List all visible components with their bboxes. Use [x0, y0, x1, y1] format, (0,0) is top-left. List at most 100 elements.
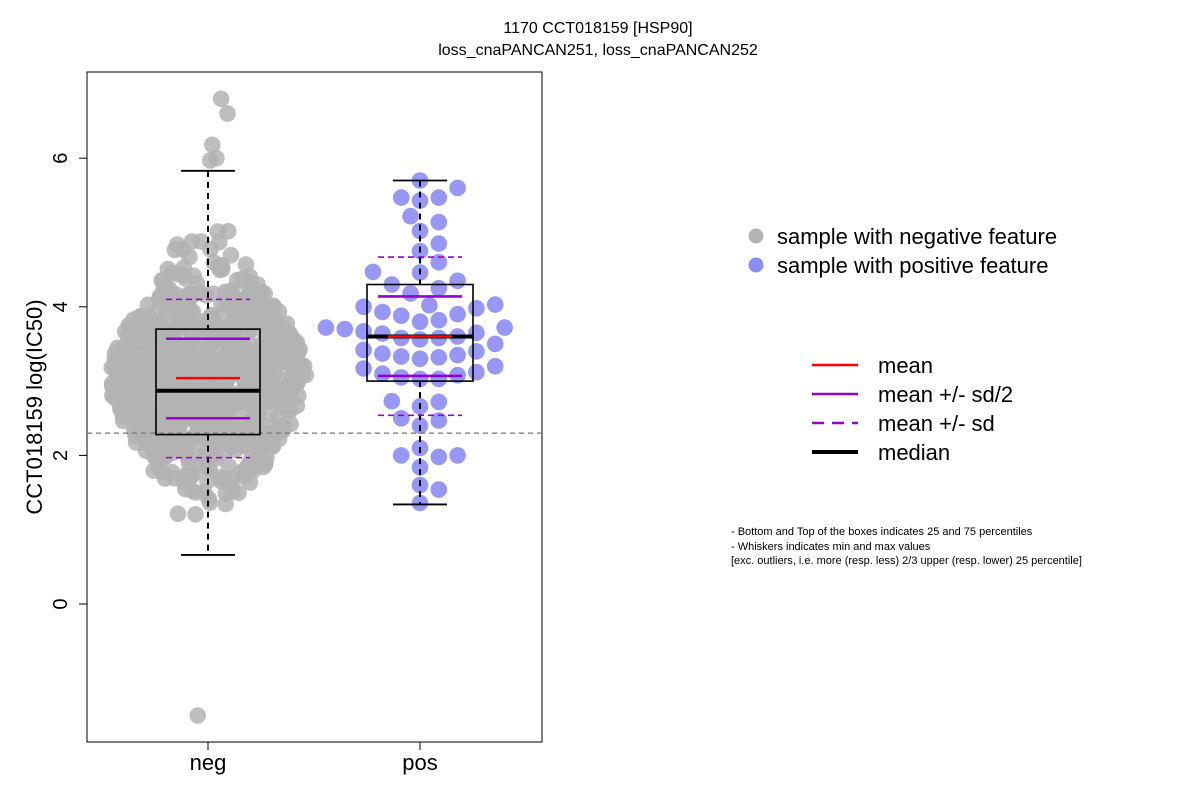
data-point-pos — [430, 448, 448, 466]
data-point-neg — [240, 287, 257, 305]
data-point-neg — [243, 311, 261, 329]
data-point-neg — [187, 506, 204, 523]
data-point-neg — [217, 442, 234, 460]
data-point-neg — [245, 462, 262, 479]
data-point-pos — [355, 360, 372, 377]
data-point-pos — [355, 341, 372, 359]
plot-frame — [86, 71, 543, 743]
data-point-pos — [430, 481, 448, 498]
data-point-pos — [449, 346, 466, 364]
data-point-pos — [411, 313, 429, 331]
data-point-pos — [430, 370, 448, 388]
data-point-pos — [486, 296, 504, 313]
legend-point-marker — [748, 257, 764, 273]
data-point-neg — [123, 345, 140, 363]
data-point-pos — [402, 207, 419, 225]
data-point-neg — [288, 375, 306, 392]
data-point-neg — [165, 404, 183, 421]
data-point-neg — [166, 241, 184, 259]
x-tick-label: neg — [190, 750, 227, 775]
data-point-pos — [392, 410, 410, 427]
data-point-pos — [468, 300, 485, 317]
data-point-pos — [317, 319, 335, 336]
data-point-neg — [228, 271, 246, 289]
data-point-neg — [169, 505, 187, 523]
data-point-pos — [430, 311, 448, 329]
data-point-pos — [496, 319, 513, 336]
data-point-pos — [374, 345, 391, 362]
data-point-pos — [355, 298, 372, 316]
data-point-pos — [392, 307, 410, 325]
data-point-pos — [449, 447, 466, 464]
chart-title: 1170 CCT018159 [HSP90] — [503, 20, 692, 37]
y-tick-label: 4 — [50, 301, 72, 312]
data-point-pos — [430, 253, 448, 271]
data-point-pos — [392, 447, 410, 464]
data-point-neg — [133, 369, 150, 386]
data-point-neg — [158, 287, 176, 305]
data-point-neg — [187, 484, 204, 501]
data-point-pos — [411, 350, 429, 368]
data-point-neg — [127, 395, 145, 413]
data-point-neg — [220, 457, 237, 475]
data-point-pos — [402, 285, 419, 302]
data-point-neg — [219, 105, 236, 122]
data-point-pos — [411, 459, 429, 476]
data-point-neg — [110, 357, 127, 375]
data-point-pos — [468, 343, 485, 360]
data-point-pos — [392, 189, 410, 206]
data-point-neg — [283, 328, 300, 346]
data-point-neg — [223, 340, 241, 358]
legend-line-label: mean +/- sd/2 — [878, 382, 1013, 407]
data-point-pos — [374, 325, 391, 342]
data-point-neg — [180, 450, 197, 468]
y-tick-label: 0 — [50, 598, 72, 609]
data-point-pos — [421, 297, 438, 314]
data-point-pos — [392, 348, 410, 365]
footnote-line: - Bottom and Top of the boxes indicates … — [731, 526, 1033, 538]
data-point-neg — [224, 356, 241, 374]
data-point-neg — [243, 392, 260, 410]
data-point-neg — [222, 246, 240, 264]
data-point-pos — [430, 349, 448, 366]
data-point-neg — [151, 416, 169, 434]
data-point-pos — [411, 192, 429, 209]
data-point-neg — [140, 356, 158, 374]
data-point-neg — [212, 90, 230, 108]
data-point-neg — [264, 438, 282, 455]
footnote-line: - Whiskers indicates min and max values — [731, 540, 931, 553]
data-point-neg — [196, 312, 213, 330]
footnote-line: [exc. outliers, i.e. more (resp. less) 2… — [731, 555, 1082, 567]
data-point-neg — [114, 390, 131, 407]
data-point-pos — [486, 335, 504, 353]
data-point-neg — [179, 467, 197, 485]
data-point-neg — [112, 376, 129, 393]
legend-line-label: mean — [878, 353, 933, 378]
data-point-neg — [205, 285, 222, 303]
data-point-neg — [202, 152, 219, 169]
x-tick-label: pos — [402, 750, 437, 775]
chart-subtitle: loss_cnaPANCAN251, loss_cnaPANCAN252 — [438, 42, 758, 59]
data-point-neg — [136, 320, 153, 337]
data-point-neg — [265, 298, 282, 316]
data-point-neg — [267, 381, 284, 399]
data-point-neg — [293, 357, 310, 374]
data-points — [103, 90, 513, 724]
data-point-neg — [201, 494, 219, 511]
data-point-pos — [486, 357, 504, 375]
data-point-neg — [247, 412, 265, 430]
legend-line-label: median — [878, 440, 950, 465]
data-point-pos — [468, 324, 485, 342]
data-point-pos — [430, 412, 448, 429]
data-point-pos — [449, 179, 466, 197]
data-point-neg — [154, 370, 171, 387]
data-point-neg — [228, 431, 246, 449]
legend-point-marker — [748, 228, 764, 244]
footnote: - Bottom and Top of the boxes indicates … — [731, 525, 1082, 569]
legend-line-label: mean +/- sd — [878, 411, 995, 436]
data-point-pos — [392, 369, 410, 386]
data-point-neg — [138, 429, 156, 447]
data-point-pos — [449, 305, 466, 323]
iqr-box — [155, 328, 261, 436]
data-point-pos — [411, 222, 429, 240]
